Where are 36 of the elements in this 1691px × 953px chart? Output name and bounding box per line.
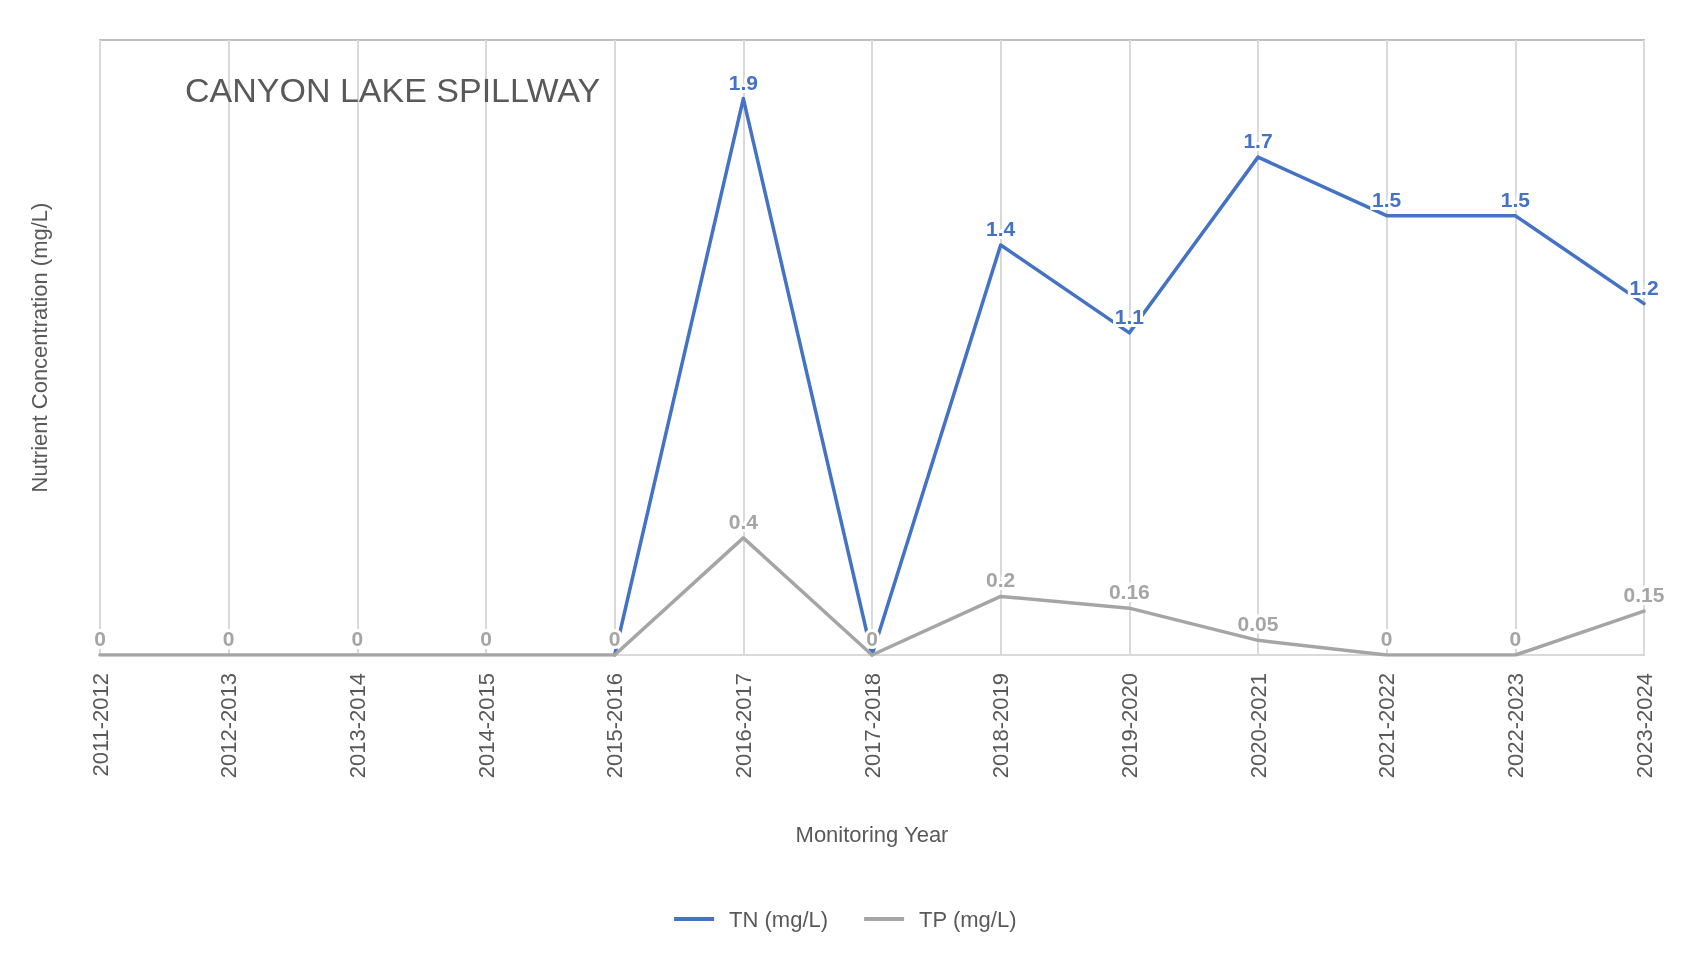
data-label: 1.2 xyxy=(1629,275,1659,299)
data-label: 0.4 xyxy=(728,509,759,533)
data-label: 0 xyxy=(351,627,364,650)
x-tick-label: 2014-2015 xyxy=(473,673,499,779)
x-tick-label: 2013-2014 xyxy=(344,673,370,779)
data-label: 1.7 xyxy=(1243,129,1273,153)
data-label: 0 xyxy=(222,627,235,650)
x-tick-label: 2019-2020 xyxy=(1116,673,1142,779)
data-label: 0 xyxy=(1509,627,1522,650)
x-tick-label: 2017-2018 xyxy=(859,673,885,779)
x-tick-label: 2012-2013 xyxy=(216,673,242,779)
data-label: 1.4 xyxy=(986,217,1016,240)
data-label: 0 xyxy=(94,627,106,650)
data-label: 0 xyxy=(480,627,492,650)
x-tick-label: 2022-2023 xyxy=(1502,673,1528,779)
data-label: 0 xyxy=(866,627,878,650)
x-tick-label: 2011-2012 xyxy=(87,673,113,777)
x-tick-label: 2020-2021 xyxy=(1245,673,1271,779)
y-axis-title: Nutrient Concentration (mg/L) xyxy=(26,202,52,493)
x-tick-label: 2016-2017 xyxy=(730,673,756,779)
data-label: 1.5 xyxy=(1500,187,1531,211)
chart-title: CANYON LAKE SPILLWAY xyxy=(185,71,601,109)
x-tick-label: 2021-2022 xyxy=(1374,673,1400,779)
x-tick-label: 2023-2024 xyxy=(1631,673,1657,779)
x-tick-label: 2015-2016 xyxy=(602,673,628,779)
data-label: 0.15 xyxy=(1623,583,1665,607)
data-label: 0.05 xyxy=(1237,612,1279,636)
data-label: 0.2 xyxy=(986,568,1016,592)
data-label: 1.5 xyxy=(1372,187,1402,211)
legend-label: TP (mg/L) xyxy=(919,906,1017,932)
data-label: 0 xyxy=(1380,627,1393,650)
x-axis-title: Monitoring Year xyxy=(795,821,949,847)
legend-label: TN (mg/L) xyxy=(729,906,829,932)
x-tick-label: 2018-2019 xyxy=(988,673,1014,779)
data-label: 0.16 xyxy=(1108,580,1150,604)
data-label: 1.9 xyxy=(728,70,758,94)
